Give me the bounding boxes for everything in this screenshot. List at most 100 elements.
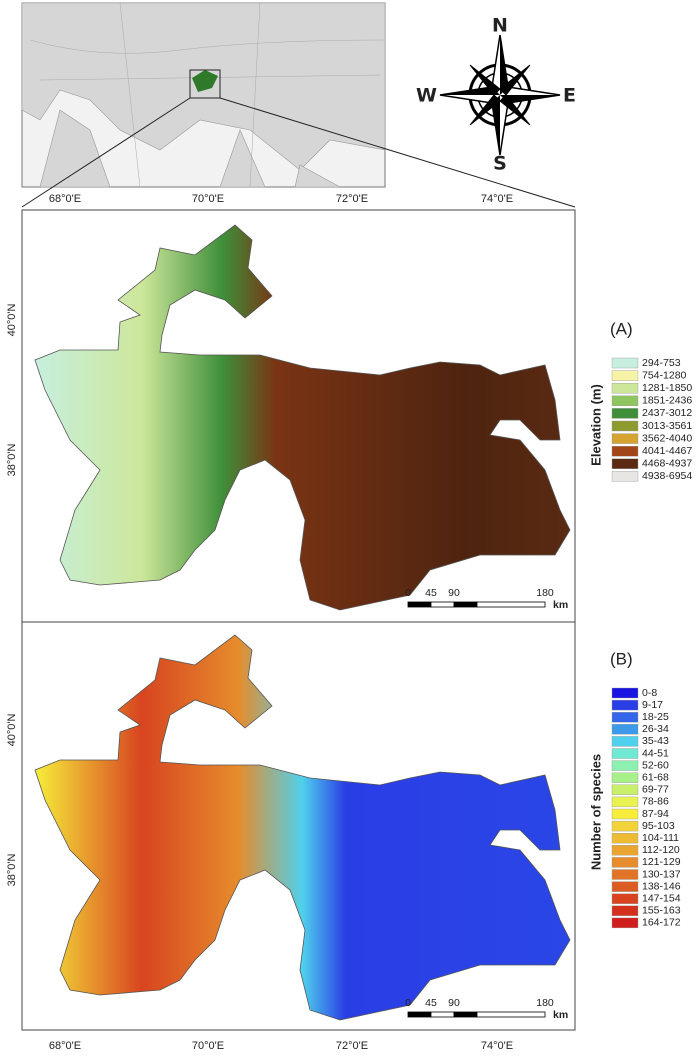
legend-label: 121-129 xyxy=(642,856,681,868)
legend-label: 0-8 xyxy=(642,687,657,699)
legend-swatch xyxy=(611,881,639,892)
lon-label: 68°0'E xyxy=(49,1040,81,1052)
panel-label: (A) xyxy=(610,319,633,338)
country-outline xyxy=(34,224,571,611)
legend-label: 26-34 xyxy=(642,723,669,735)
legend-swatch xyxy=(611,869,639,880)
scale-label: 90 xyxy=(448,997,460,1009)
legend-label: 44-51 xyxy=(642,747,669,759)
legend-swatch xyxy=(611,893,639,904)
compass-n: N xyxy=(492,15,508,37)
legend-swatch xyxy=(611,433,639,444)
lat-label: 40°0'N xyxy=(6,304,18,337)
scale-bar xyxy=(453,601,478,608)
legend-label: 35-43 xyxy=(642,735,669,747)
scale-label: 180 xyxy=(536,997,554,1009)
legend-swatch xyxy=(611,808,639,820)
legend-label: 3562-4040 xyxy=(642,432,692,444)
compass-s: S xyxy=(493,153,507,175)
legend-swatch xyxy=(611,357,639,369)
legend-label: 52-60 xyxy=(642,759,669,771)
legend-swatch xyxy=(611,687,639,699)
legend-label: 1851-2436 xyxy=(642,395,692,407)
inset-map xyxy=(21,2,576,208)
scale-bar xyxy=(430,1011,455,1018)
legend-swatch xyxy=(611,760,639,771)
lat-label: 40°0'N xyxy=(6,714,18,747)
legend-title: Number of species xyxy=(588,754,603,870)
legend-label: 95-103 xyxy=(642,820,675,832)
compass-w: W xyxy=(416,85,437,107)
scale-label: 0 xyxy=(405,997,411,1009)
legend-label: 4041-4467 xyxy=(642,445,692,457)
lon-label: 70°0'E xyxy=(192,193,224,205)
legend-label: 138-146 xyxy=(642,880,681,892)
legend-label: 754-1280 xyxy=(642,369,687,381)
scale-label: 0 xyxy=(405,587,411,599)
legend-swatch xyxy=(611,383,639,394)
compass-rose: N E S W xyxy=(416,15,576,175)
legend-label: 294-753 xyxy=(642,357,681,369)
legend-label: 61-68 xyxy=(642,771,669,783)
scale-bar xyxy=(476,601,546,608)
legend-label: 87-94 xyxy=(642,808,669,820)
scale-label: 90 xyxy=(448,587,460,599)
legend-swatch xyxy=(611,833,639,844)
legend-swatch xyxy=(611,748,639,759)
scale-label: 45 xyxy=(425,587,437,599)
scale-bar xyxy=(407,1011,432,1018)
legend-swatch xyxy=(611,724,639,735)
lon-label: 70°0'E xyxy=(192,1040,224,1052)
legend-swatch xyxy=(611,845,639,856)
legend-label: 4938-6954 xyxy=(642,470,692,482)
legend-swatch xyxy=(611,784,639,795)
legend-title: Elevation (m) xyxy=(588,384,603,466)
legend-swatch xyxy=(611,712,639,723)
legend-label: 112-120 xyxy=(642,844,680,856)
legend-label: 69-77 xyxy=(642,784,669,796)
legend-swatch xyxy=(611,370,639,381)
legend-swatch xyxy=(611,395,639,406)
legend-swatch xyxy=(611,471,639,482)
lat-label: 38°0'N xyxy=(6,444,18,477)
legend-label: 164-172 xyxy=(642,917,681,929)
legend-swatch xyxy=(611,699,639,711)
legend-swatch xyxy=(611,796,639,808)
legend-label: 78-86 xyxy=(642,796,669,808)
legend-label: 155-163 xyxy=(642,905,681,917)
legend-swatch xyxy=(611,772,639,783)
legend-swatch xyxy=(611,917,639,929)
panel_a-map xyxy=(34,224,571,611)
scale-bar xyxy=(476,1011,546,1018)
legend-label: 104-111 xyxy=(642,832,679,844)
scale-bar xyxy=(430,601,455,608)
legend-label: 130-137 xyxy=(642,868,681,880)
legend-swatch xyxy=(611,736,639,747)
legend-swatch xyxy=(611,408,639,419)
legend-label: 3013-3561 xyxy=(642,420,692,432)
scale-bar xyxy=(453,1011,478,1018)
panel_b-map xyxy=(34,634,571,1021)
legend-label: 9-17 xyxy=(642,699,663,711)
compass-e: E xyxy=(563,85,576,107)
legend-label: 1281-1850 xyxy=(642,382,692,394)
scale-bar xyxy=(407,601,432,608)
scale-unit: km xyxy=(553,1009,568,1021)
legend-swatch xyxy=(611,446,639,457)
legend-swatch xyxy=(611,820,639,832)
legend-swatch xyxy=(611,458,639,469)
lon-label: 72°0'E xyxy=(336,1040,368,1052)
lon-label: 74°0'E xyxy=(481,193,513,205)
country-outline xyxy=(34,634,571,1021)
scale-label: 45 xyxy=(425,997,437,1009)
legend-label: 2437-3012 xyxy=(642,407,692,419)
scale-unit: km xyxy=(553,599,568,611)
legend-swatch xyxy=(611,905,639,916)
lat-label: 38°0'N xyxy=(6,854,18,887)
legend-swatch xyxy=(611,420,639,432)
legend-swatch xyxy=(611,857,639,868)
scale-label: 180 xyxy=(536,587,554,599)
panel-label: (B) xyxy=(610,649,633,668)
legend-label: 18-25 xyxy=(642,711,669,723)
